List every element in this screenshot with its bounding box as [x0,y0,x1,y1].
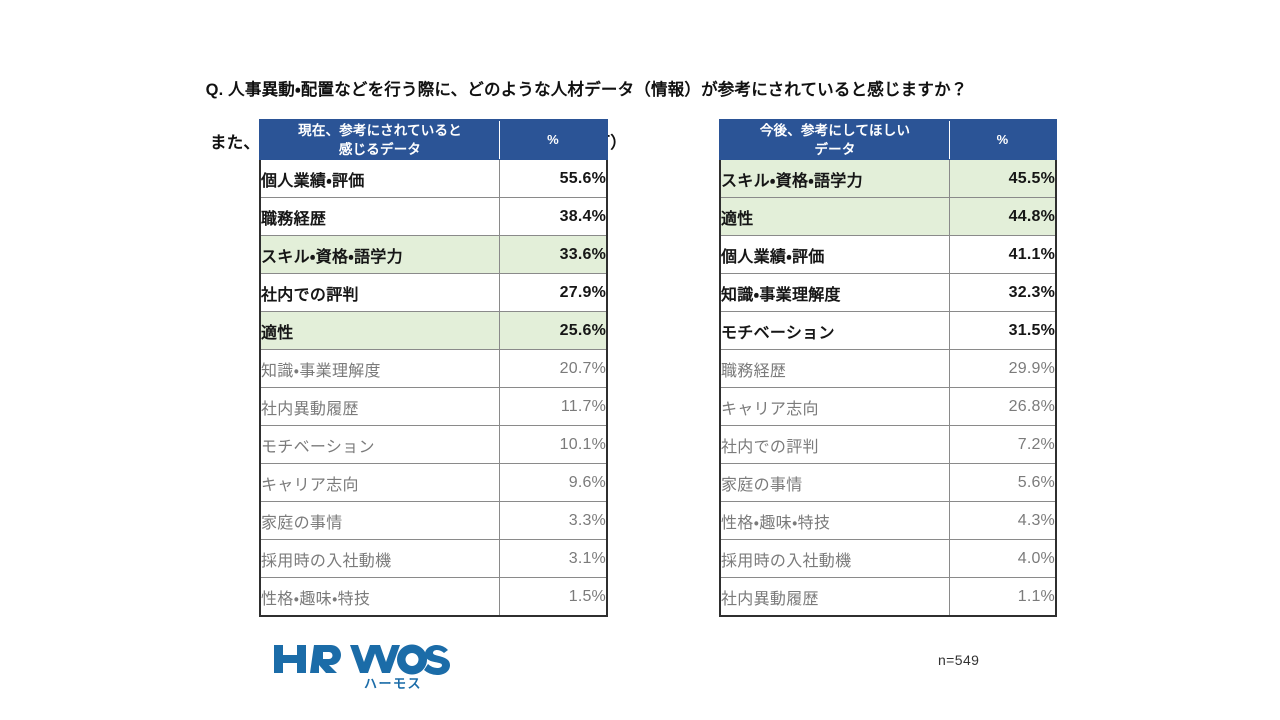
row-label: 社内での評判 [719,425,950,465]
table-row: 職務経歴 29.9% [719,349,1057,389]
table-row: モチベーション 31.5% [719,311,1057,351]
row-label: 知識・事業理解度 [259,349,500,389]
sample-size-label: n=549 [938,652,980,668]
hrmos-logo-icon: ハーモス [274,644,450,691]
row-label: スキル・資格・語学力 [719,159,950,199]
table-row: 社内での評判 7.2% [719,425,1057,465]
row-percent: 3.1% [499,539,608,579]
table-row: 個人業績・評価 41.1% [719,235,1057,275]
row-label: 職務経歴 [259,197,500,237]
row-percent: 7.2% [949,425,1057,465]
table-row: 社内異動履歴 11.7% [259,387,608,427]
table-body: スキル・資格・語学力 45.5% 適性 44.8% 個人業績・評価 41.1% 知識・事業理… [719,159,1057,618]
row-label: スキル・資格・語学力 [259,235,500,275]
results-table: 今後、参考にしてほしい データ % スキル・資格・語学力 45.5% 適性 44.8% 個… [719,119,1057,618]
row-label: 採用時の入社動機 [719,539,950,579]
row-label: 性格・趣味・特技 [259,577,500,618]
row-percent: 1.1% [949,577,1057,618]
row-percent: 26.8% [949,387,1057,427]
question-line-1: Q. 人事異動・配置などを行う際に、どのような人材データ（情報）が参考にされてい… [205,80,968,99]
table-row: モチベーション 10.1% [259,425,608,465]
results-table: 現在、参考にされていると 感じるデータ % 個人業績・評価 55.6% 職務経歴 38.… [259,119,608,618]
row-percent: 32.3% [949,273,1057,313]
row-label: 適性 [259,311,500,351]
row-label: 職務経歴 [719,349,950,389]
row-label: 社内異動履歴 [259,387,500,427]
row-label: モチベーション [259,425,500,465]
table-row: 知識・事業理解度 32.3% [719,273,1057,313]
row-percent: 31.5% [949,311,1057,351]
table-row: 性格・趣味・特技 1.5% [259,577,608,618]
table-row: スキル・資格・語学力 33.6% [259,235,608,275]
row-label: キャリア志向 [259,463,500,503]
table-row: 個人業績・評価 55.6% [259,159,608,199]
row-label: 家庭の事情 [259,501,500,541]
row-percent: 27.9% [499,273,608,313]
table-row: 採用時の入社動機 3.1% [259,539,608,579]
column-header-percent: % [499,119,608,161]
row-percent: 4.3% [949,501,1057,541]
table-row: 社内異動履歴 1.1% [719,577,1057,618]
row-percent: 1.5% [499,577,608,618]
row-percent: 10.1% [499,425,608,465]
table-body: 個人業績・評価 55.6% 職務経歴 38.4% スキル・資格・語学力 33.6% 社内での… [259,159,608,618]
row-label: 知識・事業理解度 [719,273,950,313]
row-label: モチベーション [719,311,950,351]
row-percent: 5.6% [949,463,1057,503]
row-percent: 3.3% [499,501,608,541]
table-row: 社内での評判 27.9% [259,273,608,313]
table-header-row: 今後、参考にしてほしい データ % [719,119,1057,161]
table-header-row: 現在、参考にされていると 感じるデータ % [259,119,608,161]
table-current-data: 現在、参考にされていると 感じるデータ % 個人業績・評価 55.6% 職務経歴 38.… [259,119,608,618]
row-percent: 9.6% [499,463,608,503]
row-percent: 55.6% [499,159,608,199]
row-percent: 45.5% [949,159,1057,199]
row-label: 個人業績・評価 [259,159,500,199]
column-header-percent: % [949,119,1057,161]
row-percent: 38.4% [499,197,608,237]
row-label: 家庭の事情 [719,463,950,503]
table-row: 職務経歴 38.4% [259,197,608,237]
row-label: 個人業績・評価 [719,235,950,275]
table-header: 今後、参考にしてほしい データ % [719,119,1057,161]
column-header-label: 今後、参考にしてほしい データ [719,119,950,161]
hrmos-logo: ハーモス HRMOS ハーモス [272,643,452,691]
table-row: 適性 25.6% [259,311,608,351]
row-percent: 33.6% [499,235,608,275]
table-row: 家庭の事情 5.6% [719,463,1057,503]
row-percent: 41.1% [949,235,1057,275]
row-percent: 4.0% [949,539,1057,579]
row-label: 社内異動履歴 [719,577,950,618]
table-row: 知識・事業理解度 20.7% [259,349,608,389]
column-header-label: 現在、参考にされていると 感じるデータ [259,119,500,161]
row-label: 社内での評判 [259,273,500,313]
table-row: スキル・資格・語学力 45.5% [719,159,1057,199]
row-label: 適性 [719,197,950,237]
table-row: キャリア志向 9.6% [259,463,608,503]
row-percent: 44.8% [949,197,1057,237]
row-label: 性格・趣味・特技 [719,501,950,541]
row-percent: 25.6% [499,311,608,351]
row-percent: 20.7% [499,349,608,389]
table-row: 適性 44.8% [719,197,1057,237]
table-row: 家庭の事情 3.3% [259,501,608,541]
row-percent: 11.7% [499,387,608,427]
hrmos-logo-subtitle-text: ハーモス [364,676,422,691]
table-row: キャリア志向 26.8% [719,387,1057,427]
row-label: 採用時の入社動機 [259,539,500,579]
table-future-data: 今後、参考にしてほしい データ % スキル・資格・語学力 45.5% 適性 44.8% 個… [719,119,1057,618]
table-row: 採用時の入社動機 4.0% [719,539,1057,579]
table-row: 性格・趣味・特技 4.3% [719,501,1057,541]
row-label: キャリア志向 [719,387,950,427]
row-percent: 29.9% [949,349,1057,389]
table-header: 現在、参考にされていると 感じるデータ % [259,119,608,161]
